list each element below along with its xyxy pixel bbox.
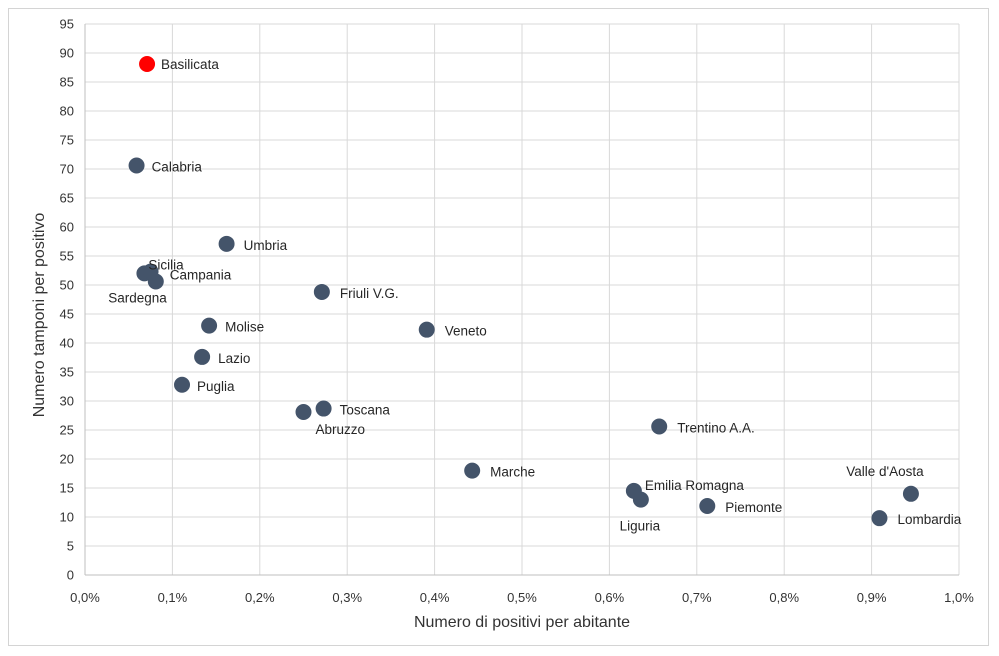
y-tick-label: 50 bbox=[60, 278, 74, 293]
data-point bbox=[194, 348, 211, 365]
y-tick-label: 45 bbox=[60, 307, 74, 322]
data-point bbox=[313, 283, 330, 300]
y-tick-label: 85 bbox=[60, 75, 74, 90]
point-label: Toscana bbox=[340, 403, 391, 418]
data-point bbox=[295, 404, 312, 421]
data-point bbox=[128, 157, 145, 174]
x-tick-label: 0,7% bbox=[682, 590, 712, 605]
data-point bbox=[464, 462, 481, 479]
point-label: Veneto bbox=[445, 324, 487, 339]
x-tick-label: 0,5% bbox=[507, 590, 537, 605]
x-tick-label: 0,1% bbox=[158, 590, 188, 605]
x-tick-labels: 0,0% 0,1% 0,2% 0,3% 0,4% 0,5% 0,6% 0,7% 0,8% 0,9%… bbox=[70, 590, 974, 605]
y-tick-label: 90 bbox=[60, 46, 74, 61]
data-point bbox=[315, 400, 332, 417]
data-point bbox=[139, 56, 156, 73]
y-tick-label: 75 bbox=[60, 133, 74, 148]
data-point bbox=[632, 491, 649, 508]
y-tick-label: 20 bbox=[60, 452, 74, 467]
data-point bbox=[871, 510, 888, 527]
x-axis-title: Numero di positivi per abitante bbox=[414, 614, 630, 631]
y-tick-label: 60 bbox=[60, 220, 74, 235]
data-point bbox=[902, 485, 919, 502]
chart-frame bbox=[8, 8, 989, 646]
point-label: Lombardia bbox=[897, 512, 961, 527]
point-label: Puglia bbox=[197, 379, 235, 394]
axes bbox=[84, 24, 959, 576]
point-label: Sardegna bbox=[108, 291, 167, 306]
y-tick-label: 55 bbox=[60, 249, 74, 264]
y-tick-label: 95 bbox=[60, 17, 74, 32]
y-tick-label: 40 bbox=[60, 336, 74, 351]
point-label: Valle d'Aosta bbox=[846, 464, 924, 479]
point-label: Trentino A.A. bbox=[677, 421, 755, 436]
data-point bbox=[651, 418, 668, 435]
point-label: Campania bbox=[170, 268, 232, 283]
x-tick-label: 0,8% bbox=[769, 590, 799, 605]
point-label: Liguria bbox=[620, 519, 661, 534]
y-tick-label: 35 bbox=[60, 365, 74, 380]
data-point bbox=[218, 235, 235, 252]
data-points bbox=[128, 56, 919, 527]
y-tick-label: 65 bbox=[60, 191, 74, 206]
point-label: Abruzzo bbox=[316, 422, 366, 437]
y-tick-label: 15 bbox=[60, 481, 74, 496]
point-label: Marche bbox=[490, 465, 535, 480]
point-label: Emilia Romagna bbox=[645, 478, 745, 493]
point-label: Molise bbox=[225, 320, 264, 335]
y-tick-label: 0 bbox=[67, 568, 74, 583]
y-tick-label: 5 bbox=[67, 539, 74, 554]
data-point bbox=[699, 497, 716, 514]
point-label: Umbria bbox=[244, 238, 288, 253]
point-label: Lazio bbox=[218, 351, 250, 366]
y-tick-label: 10 bbox=[60, 510, 74, 525]
y-tick-label: 30 bbox=[60, 394, 74, 409]
y-tick-label: 70 bbox=[60, 162, 74, 177]
data-point bbox=[142, 263, 159, 280]
x-tick-label: 0,9% bbox=[857, 590, 887, 605]
point-label: Calabria bbox=[152, 160, 203, 175]
grid-lines bbox=[85, 23, 960, 575]
x-tick-label: 0,0% bbox=[70, 590, 100, 605]
data-point bbox=[201, 317, 218, 334]
x-tick-label: 0,6% bbox=[595, 590, 625, 605]
x-tick-label: 0,2% bbox=[245, 590, 275, 605]
y-tick-label: 80 bbox=[60, 104, 74, 119]
data-point bbox=[418, 321, 435, 338]
point-label: Basilicata bbox=[161, 57, 219, 72]
x-tick-label: 0,4% bbox=[420, 590, 450, 605]
x-tick-label: 0,3% bbox=[332, 590, 362, 605]
y-tick-label: 25 bbox=[60, 423, 74, 438]
point-label: Friuli V.G. bbox=[340, 286, 399, 301]
point-labels: Basilicata Calabria Umbria SiciliaCampaniaS… bbox=[108, 57, 961, 534]
y-tick-labels: 0 5 10 15 20 25 30 35 40 45 50 55 60 65 70 75 80 85 90 95 bbox=[60, 17, 74, 583]
point-label: Piemonte bbox=[725, 500, 782, 515]
data-point bbox=[174, 376, 191, 393]
y-axis-title: Numero tamponi per positivo bbox=[31, 213, 48, 418]
point-label: Sicilia bbox=[148, 257, 184, 272]
x-tick-label: 1,0% bbox=[944, 590, 974, 605]
